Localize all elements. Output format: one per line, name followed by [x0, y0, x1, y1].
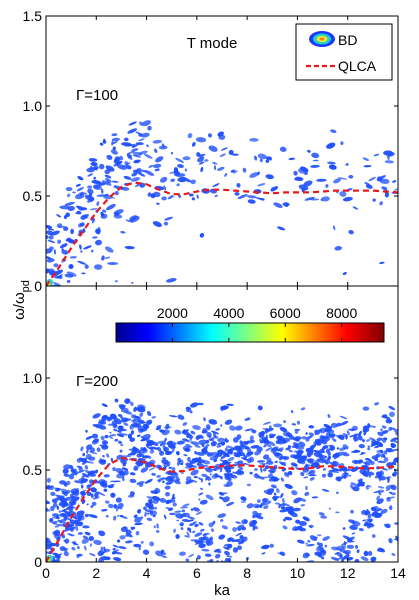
top-ytick-label: 0.5 [23, 188, 43, 204]
bottom-xtick-label: 14 [390, 565, 406, 581]
bottom-ytick-label: 0 [34, 554, 42, 570]
svg-text:ω/ωpd: ω/ωpd [11, 280, 32, 320]
bd-legend-symbol [309, 31, 335, 47]
colorbar-ticks: 2000 4000 6000 8000 [157, 305, 357, 342]
bottom-ytick-label: 1.0 [23, 370, 43, 386]
top-ytick-label: 1.0 [23, 98, 43, 114]
top-ytick-label: 1.5 [23, 8, 43, 24]
y-axis-label: ω/ωpd [11, 280, 32, 320]
bottom-xtick-label: 8 [243, 565, 251, 581]
bottom-axis-ticks: 0 0.5 1.0 0 2 4 6 8 10 12 14 [23, 286, 406, 581]
colorbar-tick-label: 8000 [326, 305, 357, 321]
bottom-ytick-label: 0.5 [23, 462, 43, 478]
top-gamma-annotation: Γ=100 [76, 87, 118, 104]
colorbar: 2000 4000 6000 8000 [115, 305, 385, 343]
x-axis-label: ka [214, 582, 231, 599]
top-axis-ticks: 0 0.5 1.0 1.5 [23, 8, 399, 294]
bottom-xtick-label: 4 [143, 565, 151, 581]
bd-density-bottom [46, 398, 398, 562]
legend-label-bd: BD [338, 32, 357, 48]
colorbar-tick-label: 4000 [213, 305, 244, 321]
qlca-curve-bottom [46, 456, 398, 562]
top-ytick-label: 0 [34, 278, 42, 294]
bottom-xtick-label: 0 [42, 565, 50, 581]
bottom-xtick-label: 12 [340, 565, 356, 581]
top-title: T mode [187, 35, 238, 52]
colorbar-tick-label: 6000 [270, 305, 301, 321]
colorbar-tick-label: 2000 [157, 305, 188, 321]
legend-label-qlca: QLCA [338, 58, 377, 74]
legend: BD QLCA [295, 23, 393, 81]
bottom-xtick-label: 6 [193, 565, 201, 581]
colorbar-gradient [115, 322, 385, 343]
bottom-gamma-annotation: Γ=200 [76, 373, 118, 390]
qlca-curve-top [46, 181, 398, 286]
bottom-xtick-label: 2 [92, 565, 100, 581]
bottom-xtick-label: 10 [290, 565, 306, 581]
